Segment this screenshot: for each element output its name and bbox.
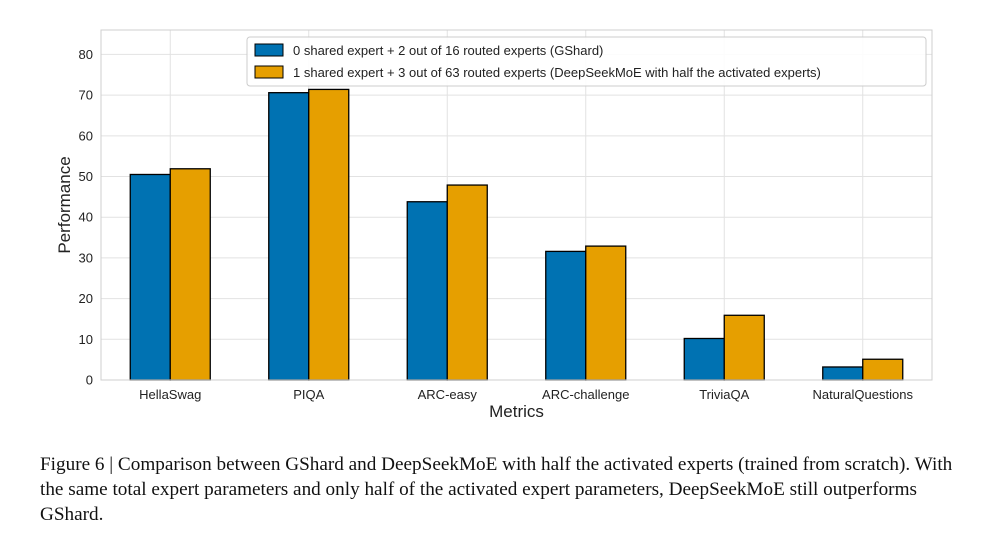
bar-deepseekmoe	[169, 168, 211, 381]
x-tick-label: ARC-challenge	[542, 387, 629, 402]
legend-box	[246, 36, 927, 87]
y-tick-label: 0	[86, 373, 93, 388]
y-tick-label: 80	[79, 47, 93, 62]
legend-entry-gshard: 0 shared expert + 2 out of 16 routed exp…	[293, 43, 603, 58]
y-tick-labels: 0 10 20 30 40 50 60 70 80	[79, 47, 93, 388]
bar-deepseekmoe	[308, 88, 350, 381]
legend-swatch-gshard	[254, 43, 284, 57]
x-tick-label: HellaSwag	[139, 387, 201, 402]
x-tick-label: TriviaQA	[699, 387, 749, 402]
y-tick-label: 70	[79, 88, 93, 103]
x-tick-labels: HellaSwag PIQA ARC-easy ARC-challenge Trivia…	[139, 387, 913, 402]
figure-caption: Figure 6 | Comparison between GShard and…	[40, 454, 953, 525]
y-axis-label: Performance	[55, 156, 74, 253]
bar-deepseekmoe	[585, 245, 627, 381]
bar-deepseekmoe	[862, 358, 904, 381]
bar-gshard	[545, 250, 587, 381]
x-tick-label: PIQA	[293, 387, 324, 402]
x-tick-label: NaturalQuestions	[813, 387, 914, 402]
legend-entry-deepseekmoe: 1 shared expert + 3 out of 63 routed exp…	[293, 65, 821, 80]
legend-swatch-deepseekmoe	[254, 65, 284, 79]
bar-deepseekmoe	[723, 314, 765, 381]
bar-gshard	[268, 92, 310, 381]
x-tick-label: ARC-easy	[418, 387, 478, 402]
y-tick-label: 30	[79, 250, 93, 265]
bar-gshard	[129, 173, 171, 381]
plot-frame	[100, 29, 933, 381]
y-tick-label: 50	[79, 169, 93, 184]
bar-gshard	[822, 366, 864, 381]
y-tick-label: 10	[79, 332, 93, 347]
legend: 0 shared expert + 2 out of 16 routed exp…	[246, 36, 927, 87]
bar-deepseekmoe	[446, 184, 488, 381]
y-tick-label: 20	[79, 291, 93, 306]
bar-gshard	[406, 201, 448, 381]
bar-gshard	[683, 337, 725, 381]
y-tick-label: 60	[79, 128, 93, 143]
bar-chart: 0 10 20 30 40 50 60 70 80 HellaSwag PIQA ARC-easy A…	[55, 29, 933, 421]
bars	[129, 88, 904, 381]
y-tick-label: 40	[79, 210, 93, 225]
x-axis-label: Metrics	[489, 402, 544, 421]
